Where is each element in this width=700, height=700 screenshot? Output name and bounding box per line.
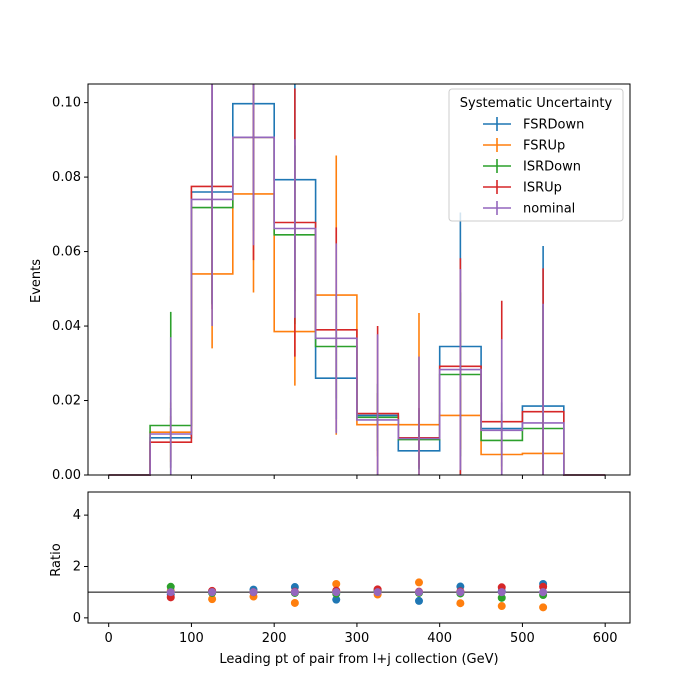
ratio-y-tick-label: 4: [73, 508, 81, 523]
main-y-tick-label: 0.02: [52, 394, 81, 409]
x-tick-label: 400: [427, 631, 452, 646]
x-tick-label: 100: [179, 631, 204, 646]
legend-item-FSRDown: FSRDown: [483, 117, 584, 133]
x-tick-label: 0: [105, 631, 113, 646]
ratio-points-group: [166, 578, 548, 612]
main-y-axis-label: Events: [29, 259, 44, 303]
ratio-y-ticks: 0 2 4: [73, 508, 88, 626]
legend-item-ISRUp: ISRUp: [483, 180, 562, 196]
legend-items: FSRDown FSRUp ISRDown ISRUp nominal: [483, 117, 584, 217]
ratio-x-ticks: 0 100 200 300 400 500 600: [105, 623, 618, 646]
legend-title: Systematic Uncertainty: [460, 96, 613, 111]
main-y-tick-label: 0.10: [52, 96, 81, 111]
x-tick-label: 600: [593, 631, 618, 646]
main-plot-frame: [87, 83, 631, 476]
ratio-y-tick-label: 2: [73, 559, 81, 574]
legend: Systematic Uncertainty FSRDown FSRUp ISRDo…: [448, 88, 624, 222]
legend-label: ISRUp: [523, 181, 562, 196]
legend-label: FSRDown: [523, 118, 584, 133]
ratio-point-FSRUp: [456, 599, 465, 608]
main-y-ticks: 0.00 0.02 0.04 0.06 0.08 0.10: [52, 96, 88, 483]
ratio-point-ISRDown: [497, 593, 506, 602]
x-tick-label: 500: [510, 631, 535, 646]
histogram-line-nominal: [108, 136, 606, 476]
ratio-point-nominal: [332, 588, 341, 597]
x-axis-label: Leading pt of pair from l+j collection (…: [219, 652, 498, 667]
ratio-point-FSRUp: [414, 578, 423, 587]
main-y-tick-label: 0.06: [52, 245, 81, 260]
main-y-tick-label: 0.00: [52, 468, 81, 483]
x-tick-label: 300: [345, 631, 370, 646]
ratio-point-FSRDown: [414, 596, 423, 605]
ratio-panel: 0 100 200 300 400 500 600 0 2 4 Ratio Leading pt…: [49, 491, 631, 667]
ratio-point-FSRUp: [539, 603, 548, 612]
main-y-tick-label: 0.08: [52, 170, 81, 185]
legend-box: [448, 88, 624, 222]
main-y-tick-label: 0.04: [52, 319, 81, 334]
legend-item-nominal: nominal: [483, 201, 575, 217]
ratio-point-FSRDown: [332, 595, 341, 604]
ratio-point-nominal: [290, 588, 299, 597]
legend-label: nominal: [523, 202, 575, 217]
ratio-point-nominal: [456, 588, 465, 597]
main-histogram-panel: 0.00 0.02 0.04 0.06 0.08 0.10 Events Systemat…: [29, 83, 631, 483]
ratio-plot-frame: [87, 491, 631, 624]
legend-item-ISRDown: ISRDown: [483, 159, 581, 175]
ratio-point-nominal: [373, 588, 382, 597]
legend-label: FSRUp: [523, 139, 565, 154]
ratio-point-nominal: [208, 588, 217, 597]
error-bars-group: [169, 84, 544, 475]
main-x-ticks: [108, 475, 606, 479]
ratio-point-FSRUp: [497, 602, 506, 611]
ratio-point-nominal: [166, 588, 175, 597]
ratio-y-tick-label: 0: [73, 611, 81, 626]
ratio-point-nominal: [497, 588, 506, 597]
legend-label: ISRDown: [523, 160, 581, 175]
ratio-point-FSRUp: [208, 595, 217, 604]
ratio-point-nominal: [249, 588, 258, 597]
x-tick-label: 200: [262, 631, 287, 646]
legend-item-FSRUp: FSRUp: [483, 138, 565, 154]
ratio-y-axis-label: Ratio: [49, 543, 64, 576]
ratio-point-FSRUp: [290, 598, 299, 607]
ratio-point-FSRUp: [332, 579, 341, 588]
ratio-point-nominal: [539, 588, 548, 597]
ratio-point-nominal: [414, 588, 423, 597]
histogram-series-group: [108, 102, 606, 476]
